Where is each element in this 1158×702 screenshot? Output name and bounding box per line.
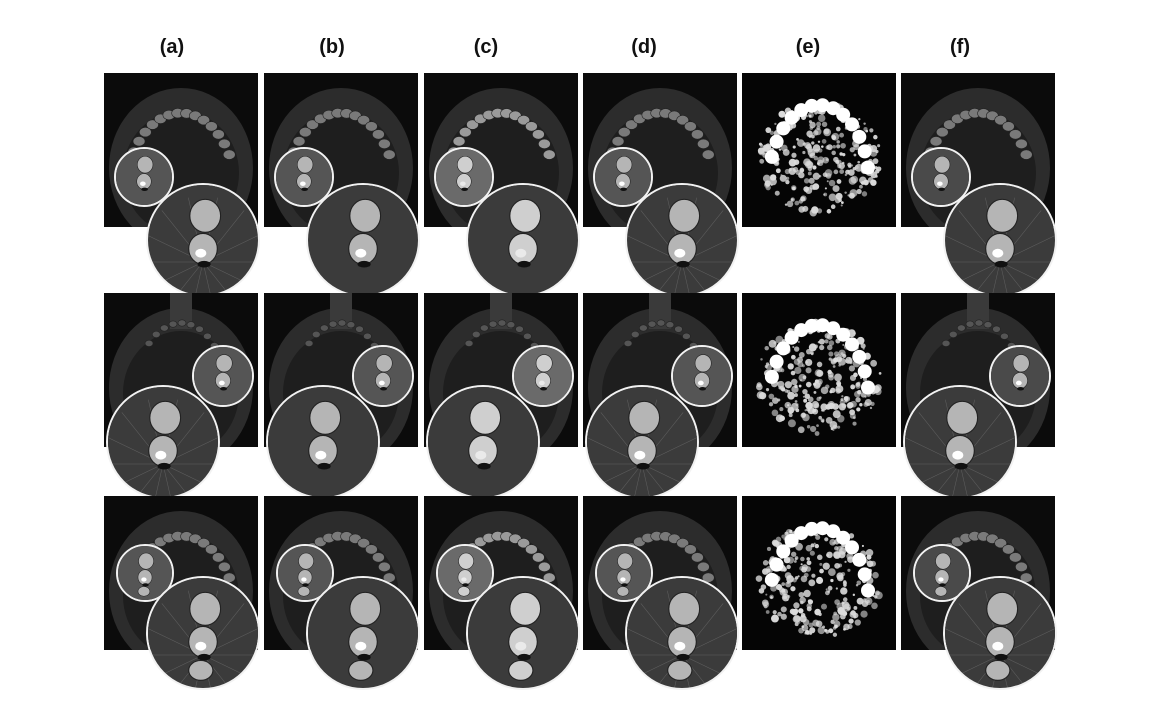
large-zoom-inset xyxy=(266,385,380,499)
large-zoom-inset xyxy=(903,385,1017,499)
large-zoom-inset xyxy=(306,183,420,297)
small-zoom-inset xyxy=(276,544,334,602)
large-zoom-inset xyxy=(585,385,699,499)
small-zoom-inset xyxy=(114,147,174,207)
small-zoom-inset xyxy=(436,544,494,602)
small-zoom-inset xyxy=(274,147,334,207)
large-zoom-inset xyxy=(306,576,420,690)
panel-a-row3 xyxy=(104,496,260,690)
large-zoom-inset xyxy=(146,576,260,690)
panel-b-row1 xyxy=(264,73,420,297)
panel-b-row2 xyxy=(264,293,418,499)
column-label-f: (f) xyxy=(950,36,970,58)
panel-e-row3 xyxy=(742,496,896,650)
panel-a-row2 xyxy=(104,293,258,499)
large-zoom-inset xyxy=(146,183,260,297)
panel-f-row3 xyxy=(901,496,1057,690)
panel-c-row1 xyxy=(424,73,580,297)
small-zoom-inset xyxy=(911,147,971,207)
large-zoom-inset xyxy=(466,576,580,690)
panel-d-row2 xyxy=(583,293,737,499)
small-zoom-inset xyxy=(593,147,653,207)
panel-c-row2 xyxy=(424,293,578,499)
panel-d-row3 xyxy=(583,496,739,690)
column-label-e: (e) xyxy=(795,36,821,58)
panel-e-row1 xyxy=(742,73,896,227)
small-zoom-inset xyxy=(989,345,1051,407)
panel-f-row1 xyxy=(901,73,1057,297)
panel-d-row1 xyxy=(583,73,739,297)
large-zoom-inset xyxy=(106,385,220,499)
column-label-d: (d) xyxy=(631,36,657,58)
large-zoom-inset xyxy=(426,385,540,499)
column-label-b: (b) xyxy=(319,36,345,58)
small-zoom-inset xyxy=(434,147,494,207)
large-zoom-inset xyxy=(625,183,739,297)
small-zoom-inset xyxy=(352,345,414,407)
small-zoom-inset xyxy=(192,345,254,407)
small-zoom-inset xyxy=(671,345,733,407)
threshold-image xyxy=(742,293,896,447)
column-label-c: (c) xyxy=(473,36,499,58)
threshold-image xyxy=(742,496,896,650)
small-zoom-inset xyxy=(512,345,574,407)
panel-a-row1 xyxy=(104,73,260,297)
panel-b-row3 xyxy=(264,496,420,690)
large-zoom-inset xyxy=(625,576,739,690)
panel-c-row3 xyxy=(424,496,580,690)
threshold-image xyxy=(742,73,896,227)
large-zoom-inset xyxy=(943,576,1057,690)
small-zoom-inset xyxy=(913,544,971,602)
large-zoom-inset xyxy=(943,183,1057,297)
small-zoom-inset xyxy=(595,544,653,602)
panel-e-row2 xyxy=(742,293,896,447)
panel-f-row2 xyxy=(901,293,1055,499)
large-zoom-inset xyxy=(466,183,580,297)
column-label-a: (a) xyxy=(159,36,185,58)
